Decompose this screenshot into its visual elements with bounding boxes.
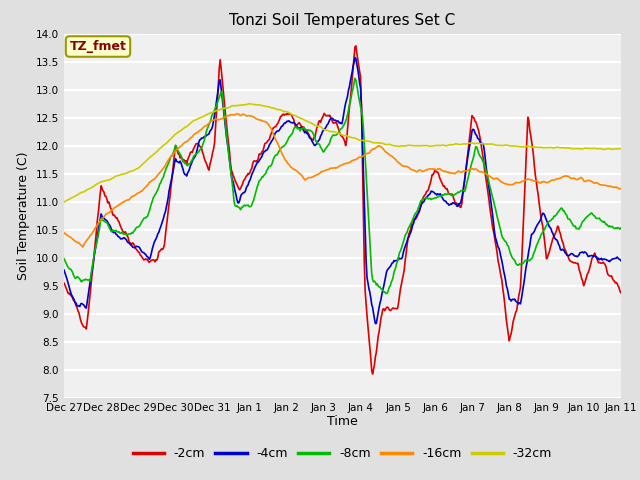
Y-axis label: Soil Temperature (C): Soil Temperature (C) (17, 152, 30, 280)
Legend: -2cm, -4cm, -8cm, -16cm, -32cm: -2cm, -4cm, -8cm, -16cm, -32cm (127, 442, 557, 465)
Title: Tonzi Soil Temperatures Set C: Tonzi Soil Temperatures Set C (229, 13, 456, 28)
X-axis label: Time: Time (327, 415, 358, 428)
Text: TZ_fmet: TZ_fmet (70, 40, 127, 53)
